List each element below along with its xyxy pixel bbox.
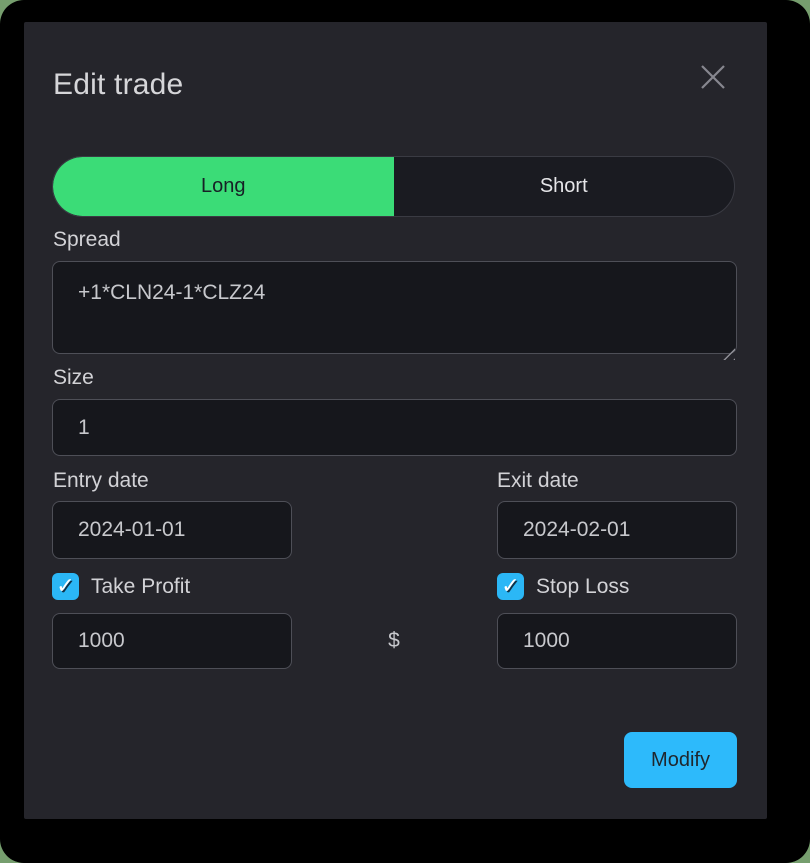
modal-title: Edit trade <box>53 68 184 101</box>
toggle-option-long-label: Long <box>201 175 246 197</box>
stop-loss-row: ✓ Stop Loss <box>497 573 629 600</box>
take-profit-input[interactable] <box>52 613 292 669</box>
size-input[interactable] <box>52 399 737 456</box>
stop-loss-checkbox[interactable]: ✓ <box>497 573 524 600</box>
spread-label: Spread <box>53 228 121 251</box>
toggle-option-long[interactable]: Long <box>53 157 394 216</box>
entry-date-label: Entry date <box>53 469 149 492</box>
stop-loss-input[interactable] <box>497 613 737 669</box>
take-profit-row: ✓ Take Profit <box>52 573 190 600</box>
size-label: Size <box>53 366 94 389</box>
stop-loss-label: Stop Loss <box>536 574 630 598</box>
spread-textarea[interactable]: +1*CLN24-1*CLZ24 <box>52 261 737 354</box>
toggle-option-short-label: Short <box>539 175 588 197</box>
entry-date-input[interactable] <box>52 501 292 559</box>
currency-symbol: $ <box>388 629 400 652</box>
checkmark-icon: ✓ <box>501 572 520 598</box>
direction-toggle: Long Short <box>52 156 735 217</box>
exit-date-input[interactable] <box>497 501 737 559</box>
take-profit-label: Take Profit <box>91 574 191 598</box>
toggle-option-short[interactable]: Short <box>394 157 735 216</box>
checkmark-icon: ✓ <box>56 572 75 598</box>
edit-trade-modal: Edit trade Long Short Spread +1*CLN24-1*… <box>24 22 767 819</box>
modify-button[interactable]: Modify <box>624 732 737 788</box>
exit-date-label: Exit date <box>497 469 579 492</box>
close-icon <box>698 62 728 92</box>
close-button[interactable] <box>694 58 732 96</box>
take-profit-checkbox[interactable]: ✓ <box>52 573 79 600</box>
